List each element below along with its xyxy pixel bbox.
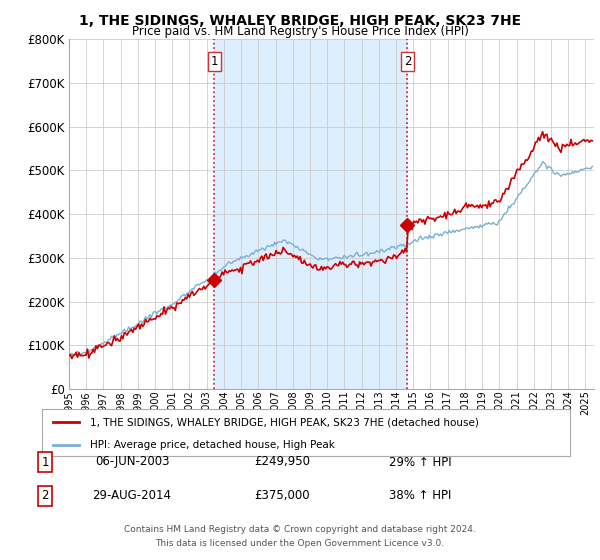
Bar [214,39,407,389]
Text: 29-AUG-2014: 29-AUG-2014 [92,489,172,502]
Text: 1, THE SIDINGS, WHALEY BRIDGE, HIGH PEAK, SK23 7HE (detached house): 1, THE SIDINGS, WHALEY BRIDGE, HIGH PEAK… [89,417,478,427]
Text: 06-JUN-2003: 06-JUN-2003 [95,455,169,469]
Text: 2: 2 [404,55,411,68]
Text: £375,000: £375,000 [254,489,310,502]
Text: This data is licensed under the Open Government Licence v3.0.: This data is licensed under the Open Gov… [155,539,445,548]
Text: Contains HM Land Registry data © Crown copyright and database right 2024.: Contains HM Land Registry data © Crown c… [124,525,476,534]
Text: 2: 2 [41,489,49,502]
Text: HPI: Average price, detached house, High Peak: HPI: Average price, detached house, High… [89,440,334,450]
Text: 1: 1 [41,455,49,469]
Text: 29% ↑ HPI: 29% ↑ HPI [389,455,451,469]
Text: 38% ↑ HPI: 38% ↑ HPI [389,489,451,502]
Text: 1, THE SIDINGS, WHALEY BRIDGE, HIGH PEAK, SK23 7HE: 1, THE SIDINGS, WHALEY BRIDGE, HIGH PEAK… [79,14,521,28]
Text: Price paid vs. HM Land Registry's House Price Index (HPI): Price paid vs. HM Land Registry's House … [131,25,469,38]
Text: £249,950: £249,950 [254,455,310,469]
Text: 1: 1 [211,55,218,68]
